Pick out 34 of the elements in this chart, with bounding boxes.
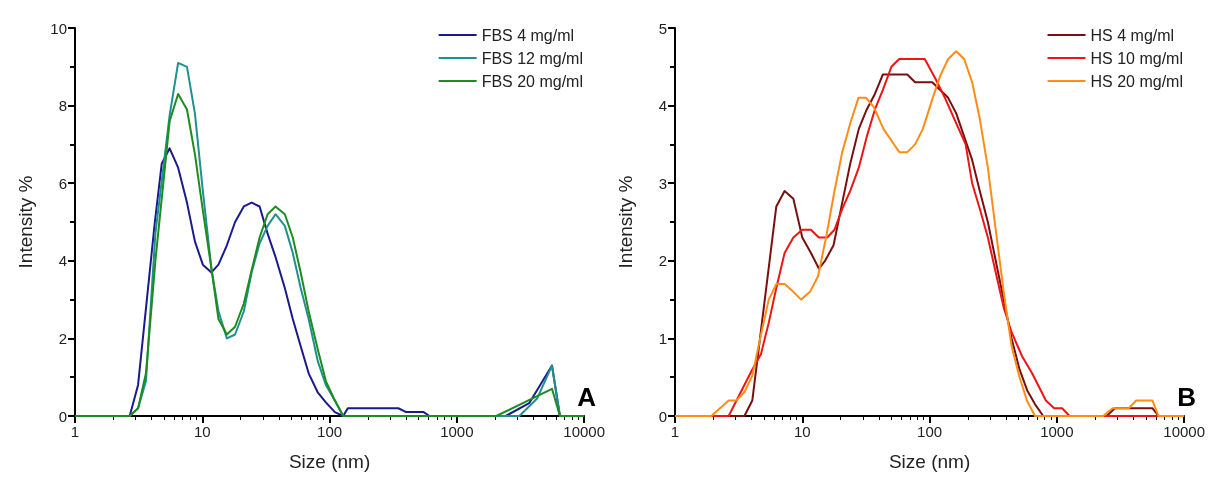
legend-label: HS 4 mg/ml — [1090, 26, 1175, 44]
y-axis-title: Intensity % — [15, 175, 36, 269]
y-tick-label: 0 — [58, 407, 67, 425]
y-tick-label: 0 — [658, 407, 667, 425]
legend-label: FBS 12 mg/ml — [481, 49, 583, 67]
x-tick-label: 1 — [670, 423, 680, 440]
y-tick-label: 10 — [50, 19, 67, 37]
annotation: A — [577, 382, 597, 412]
x-axis-title: Size (nm) — [288, 451, 371, 472]
x-tick-label: 1000 — [440, 423, 474, 440]
annotation: B — [1177, 382, 1196, 412]
y-tick-label: 4 — [58, 252, 67, 270]
x-tick-label: 1 — [70, 423, 80, 440]
y-tick-label: 5 — [658, 19, 667, 37]
y-tick-label: 2 — [58, 329, 67, 347]
y-tick-label: 4 — [658, 97, 667, 115]
x-tick-label: 1000 — [1040, 423, 1074, 440]
y-tick-label: 8 — [58, 97, 67, 115]
y-tick-label: 2 — [658, 252, 667, 270]
y-tick-label: 6 — [58, 174, 67, 192]
x-tick-label: 10000 — [1163, 423, 1205, 440]
x-tick-label: 100 — [317, 423, 343, 440]
y-tick-label: 3 — [658, 174, 667, 192]
x-tick-label: 10 — [793, 423, 811, 440]
y-tick-label: 1 — [658, 329, 667, 347]
legend-label: HS 20 mg/ml — [1090, 72, 1183, 90]
y-axis-title: Intensity % — [615, 175, 636, 269]
x-tick-label: 10 — [193, 423, 211, 440]
legend-label: FBS 20 mg/ml — [481, 72, 583, 90]
legend-label: FBS 4 mg/ml — [481, 26, 575, 44]
legend-label: HS 10 mg/ml — [1090, 49, 1183, 67]
x-tick-label: 100 — [917, 423, 943, 440]
x-tick-label: 10000 — [563, 423, 605, 440]
x-axis-title: Size (nm) — [888, 451, 971, 472]
